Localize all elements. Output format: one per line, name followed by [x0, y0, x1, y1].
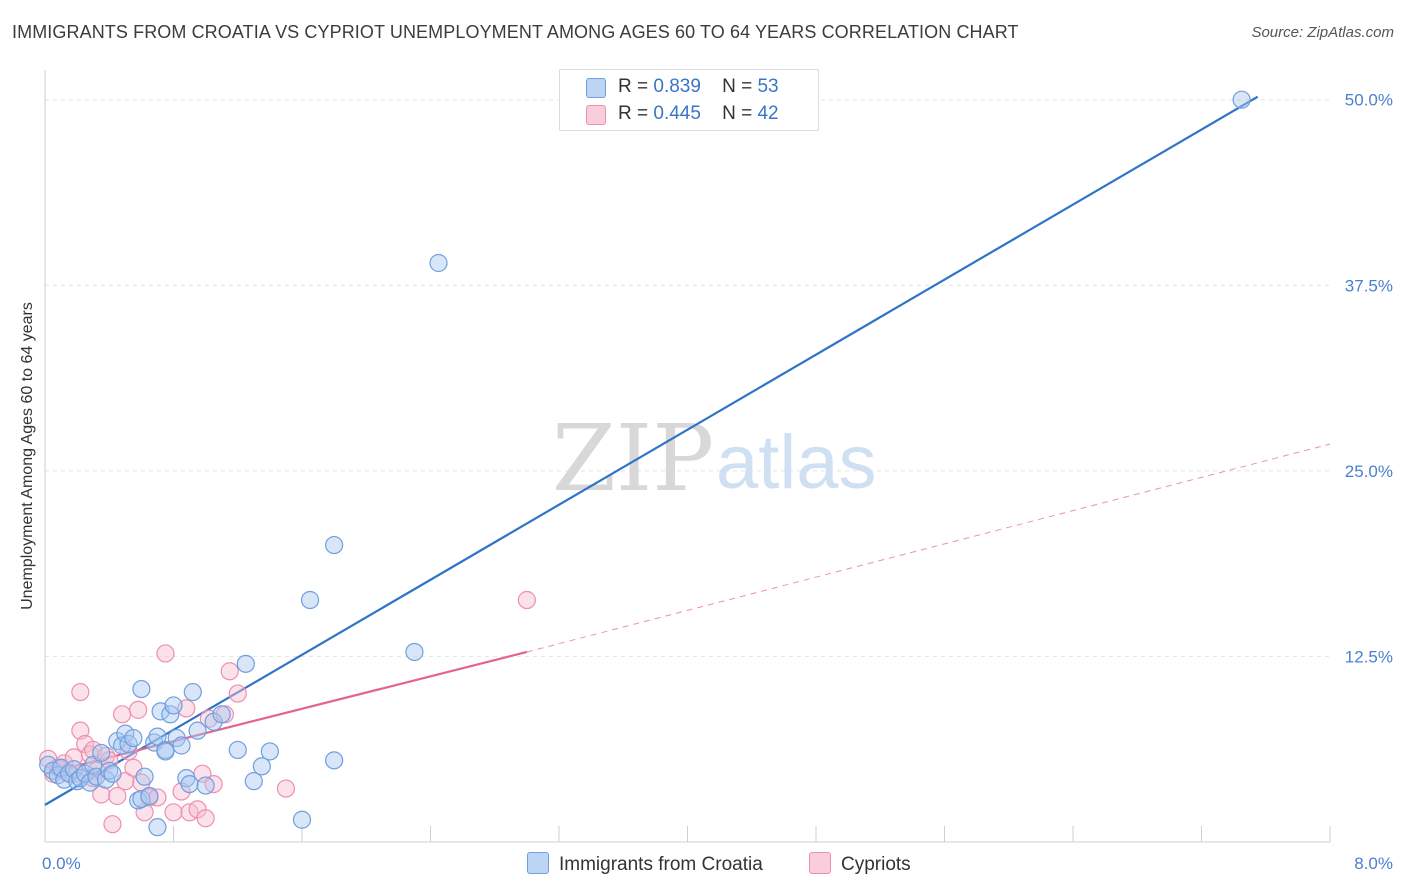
point-croatia	[260, 742, 279, 761]
watermark: ZIP atlas	[552, 405, 877, 512]
point-croatia	[325, 535, 344, 555]
data-points	[39, 90, 1251, 837]
point-croatia	[124, 728, 143, 748]
point-cypriots	[108, 786, 127, 806]
x-tick-label: 0.0%	[42, 854, 81, 873]
y-tick-label: 12.5%	[1345, 647, 1393, 666]
watermark-atlas: atlas	[716, 420, 877, 505]
point-cypriots	[156, 644, 175, 663]
series-swatch-blue	[527, 852, 549, 874]
legend-r-value: 0.445	[653, 103, 701, 124]
point-croatia	[64, 760, 84, 779]
point-cypriots	[71, 721, 90, 740]
point-croatia	[405, 642, 424, 662]
point-croatia	[1232, 90, 1251, 109]
point-croatia	[112, 736, 132, 755]
point-croatia	[183, 682, 202, 702]
point-cypriots	[517, 590, 536, 610]
point-croatia	[119, 734, 138, 754]
point-croatia	[103, 764, 122, 783]
point-croatia	[244, 772, 263, 791]
point-croatia	[92, 743, 111, 763]
legend-n-label: N =	[722, 103, 753, 124]
point-cypriots	[220, 662, 239, 681]
point-croatia	[188, 721, 207, 740]
legend-n-value: 53	[757, 76, 779, 97]
legend-r-label: R =	[618, 76, 649, 97]
point-croatia	[140, 786, 159, 806]
y-tick-labels: 12.5% 25.0% 37.5% 50.0%	[1345, 91, 1393, 667]
point-croatia	[300, 590, 320, 610]
point-cypriots	[103, 815, 122, 834]
point-croatia	[252, 757, 271, 776]
legend-n-label: N =	[722, 76, 753, 97]
legend-r-value: 0.839	[653, 76, 701, 97]
trend-line-croatia	[44, 95, 1259, 806]
point-croatia	[148, 818, 167, 837]
point-croatia	[212, 705, 231, 724]
y-tick-label: 37.5%	[1345, 276, 1393, 295]
x-tick-label: 8.0%	[1354, 854, 1393, 873]
point-croatia	[196, 776, 215, 795]
point-cypriots	[112, 705, 132, 724]
point-croatia	[325, 751, 344, 770]
point-croatia	[236, 654, 255, 673]
point-cypriots	[276, 779, 296, 798]
point-croatia	[164, 696, 183, 715]
axes	[44, 70, 1331, 843]
point-cypriots	[129, 700, 148, 719]
legend-n-value: 42	[757, 103, 779, 124]
point-croatia	[292, 810, 312, 829]
gridlines	[45, 99, 1330, 657]
point-croatia	[132, 679, 151, 699]
point-croatia	[156, 742, 175, 761]
point-croatia	[172, 736, 191, 755]
series-legend-cypriots: Cypriots	[809, 852, 911, 876]
series-name-cypriots: Cypriots	[841, 854, 911, 875]
point-croatia	[148, 727, 167, 746]
y-tick-label: 50.0%	[1345, 91, 1393, 110]
point-cypriots	[164, 803, 183, 822]
legend-swatch-pink	[586, 105, 606, 125]
point-croatia	[228, 740, 247, 760]
chart-title: IMMIGRANTS FROM CROATIA VS CYPRIOT UNEMP…	[12, 22, 1019, 42]
x-tick-labels: 0.0% 8.0%	[42, 854, 1393, 873]
series-legend-croatia: Immigrants from Croatia	[527, 852, 763, 876]
point-cypriots	[71, 682, 90, 702]
point-cypriots	[228, 684, 247, 703]
point-cypriots	[196, 809, 215, 828]
legend-swatch-blue	[586, 78, 606, 98]
point-croatia	[180, 774, 199, 794]
point-croatia	[429, 253, 448, 273]
y-tick-label: 25.0%	[1345, 462, 1393, 481]
stats-legend: R = 0.839 N = 53 R = 0.445 N = 42	[559, 69, 819, 131]
legend-r-label: R =	[618, 103, 649, 124]
series-swatch-pink	[809, 852, 831, 874]
watermark-zip: ZIP	[552, 405, 714, 512]
point-croatia	[135, 767, 154, 786]
source-credit: Source: ZipAtlas.com	[1251, 24, 1394, 41]
series-name-croatia: Immigrants from Croatia	[559, 854, 763, 875]
point-croatia	[100, 761, 119, 780]
